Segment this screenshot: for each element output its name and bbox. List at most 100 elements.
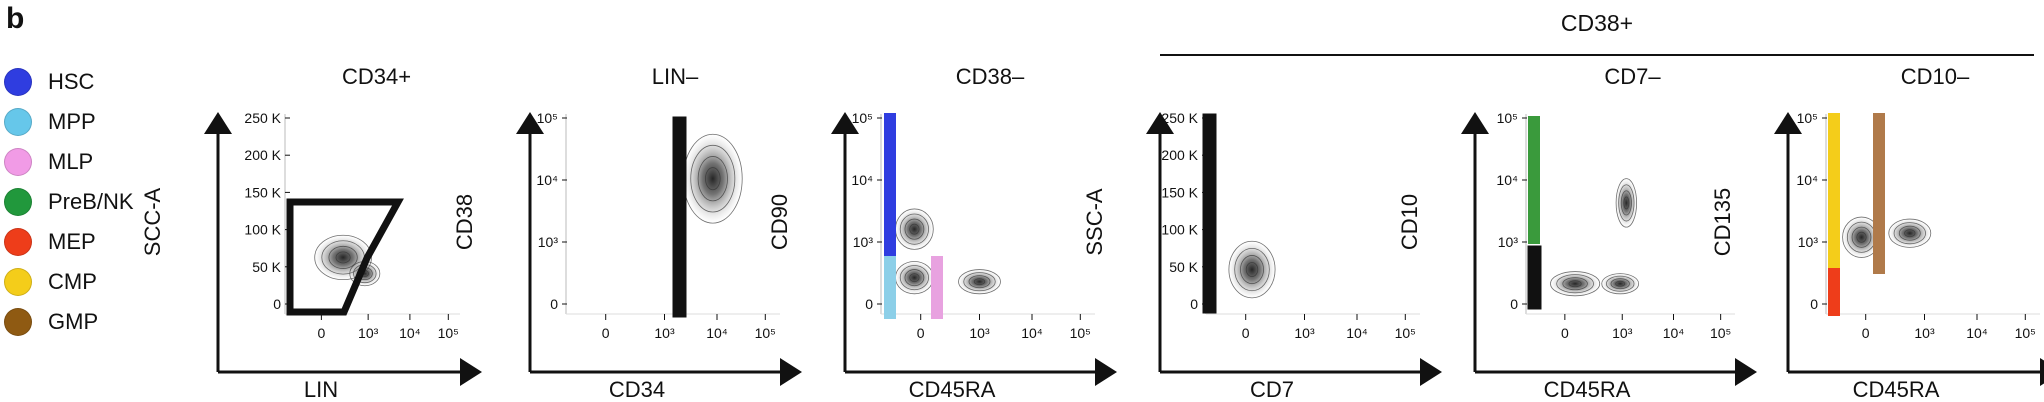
contour-ring [909,223,920,235]
x-axis-label: CD34 [609,377,665,402]
y-tick-label: 10⁵ [852,110,873,126]
legend-swatch-mpp [4,108,32,136]
contour-ring [1610,278,1630,290]
contour-ring [904,218,925,240]
y-axis-arrow-icon [516,112,544,134]
contour-ring [899,213,929,245]
cell-density-contour [958,269,1001,294]
y-tick-label: 0 [865,296,873,312]
y-tick-label: 100 K [244,222,281,238]
contour-ring [899,265,929,291]
plot-4: SSC-A CD7 0 50 K 100 K 150 K 200 K 250 K 0 10³ 10⁴… [1082,110,1442,402]
contour-ring [1556,274,1594,294]
cd38-low-gate [672,220,687,318]
population-legend: HSC MPP MLP PreB/NK MEP CMP GMP [4,62,134,342]
contour-ring [1898,225,1921,241]
legend-item-cmp: CMP [4,262,134,302]
contour-ring [1605,275,1635,292]
y-tick-label: 50 K [252,259,281,275]
y-tick-label: 10⁴ [851,172,873,188]
x-axis-arrow-icon [460,358,482,386]
contour-ring [1240,255,1264,285]
y-axis-label: CD135 [1710,188,1735,256]
contour-ring [909,273,920,283]
x-tick-label: 0 [1242,325,1250,341]
legend-label-mlp: MLP [48,149,94,174]
cd38-positive-group-header: CD38+ [1560,10,1634,36]
legend-label-mep: MEP [48,229,96,254]
y-tick-label: 200 K [244,147,281,163]
y-tick-label: 50 K [1169,259,1198,275]
plot-5: CD7– CD10 CD45RA 0 10³ 10⁴ 10⁵ 0 10³ 10⁴ 10⁵ [1397,64,1757,402]
legend-item-hsc: HSC [4,62,134,102]
contour-ring [1856,231,1867,243]
contour-ring [904,269,925,287]
cd10-negative-gate [1527,245,1542,310]
cd38-high-gate [672,116,687,228]
contour-ring [697,156,728,202]
contour-ring [1615,178,1637,228]
x-tick-label: 10⁴ [399,325,421,341]
x-tick-label: 10⁵ [755,325,776,341]
contour-ring [1245,262,1259,278]
x-tick-label: 10⁴ [1966,325,1988,341]
contour-ring [1623,196,1630,210]
x-axis-arrow-icon [1420,358,1442,386]
cell-density-contour [895,208,934,250]
contour-ring [1228,240,1276,299]
plot-1: CD34+ SCC-A LIN 0 50 K 100 K 150 K 200 K 250 K 0 1… [140,64,482,402]
x-tick-label: 10⁵ [1395,325,1416,341]
y-tick-label: 0 [1190,296,1198,312]
contour-ring [963,272,996,292]
contour-ring [690,144,736,213]
y-axis-label: SSC-A [1082,188,1107,256]
x-axis-label: LIN [304,377,338,402]
cell-density-contour [1616,178,1637,228]
y-tick-label: 250 K [1161,110,1198,126]
y-axis-arrow-icon [204,112,232,134]
x-tick-label: 10⁴ [1346,325,1368,341]
cell-density-contour [1601,273,1639,294]
x-tick-label: 10⁴ [1663,325,1685,341]
contour-ring [1618,184,1635,222]
contour-ring [1562,277,1588,291]
contour-ring [335,251,351,264]
cmp-gate [1828,113,1840,274]
y-tick-label: 0 [1510,296,1518,312]
x-tick-label: 10³ [969,325,990,341]
plot-2: LIN– CD38 CD34 0 10³ 10⁴ 10⁵ 0 10³ 10⁴ 10⁵ [452,64,802,402]
x-axis-label: CD45RA [909,377,996,402]
legend-swatch-preb-nk [4,188,32,216]
plot-title: CD34+ [342,64,411,89]
plot-title: CD38– [956,64,1025,89]
x-tick-label: 10³ [1294,325,1315,341]
y-axis-arrow-icon [831,112,859,134]
contour-ring [1904,229,1916,238]
cd34-gate [286,198,404,316]
mlp-gate [931,256,943,319]
contour-ring [705,167,721,191]
contour-ring [968,275,991,289]
x-tick-label: 10³ [1914,325,1935,341]
contour-ring [958,269,1001,295]
x-axis-arrow-icon [2040,358,2044,386]
contour-ring [1568,280,1582,288]
x-tick-label: 10⁵ [438,325,459,341]
y-axis-arrow-icon [1774,112,1802,134]
y-axis-arrow-icon [1146,112,1174,134]
x-axis-arrow-icon [1735,358,1757,386]
x-tick-label: 10⁵ [1070,325,1091,341]
legend-swatch-cmp [4,268,32,296]
x-tick-label: 0 [317,325,325,341]
legend-item-mpp: MPP [4,102,134,142]
y-tick-label: 0 [1810,296,1818,312]
legend-swatch-hsc [4,68,32,96]
cell-density-contour [1888,219,1931,248]
x-tick-label: 0 [602,325,610,341]
y-tick-label: 10⁴ [536,172,558,188]
plot-title: CD7– [1604,64,1661,89]
contour-ring [973,278,986,286]
legend-swatch-mlp [4,148,32,176]
legend-swatch-mep [4,228,32,256]
legend-label-gmp: GMP [48,309,99,334]
